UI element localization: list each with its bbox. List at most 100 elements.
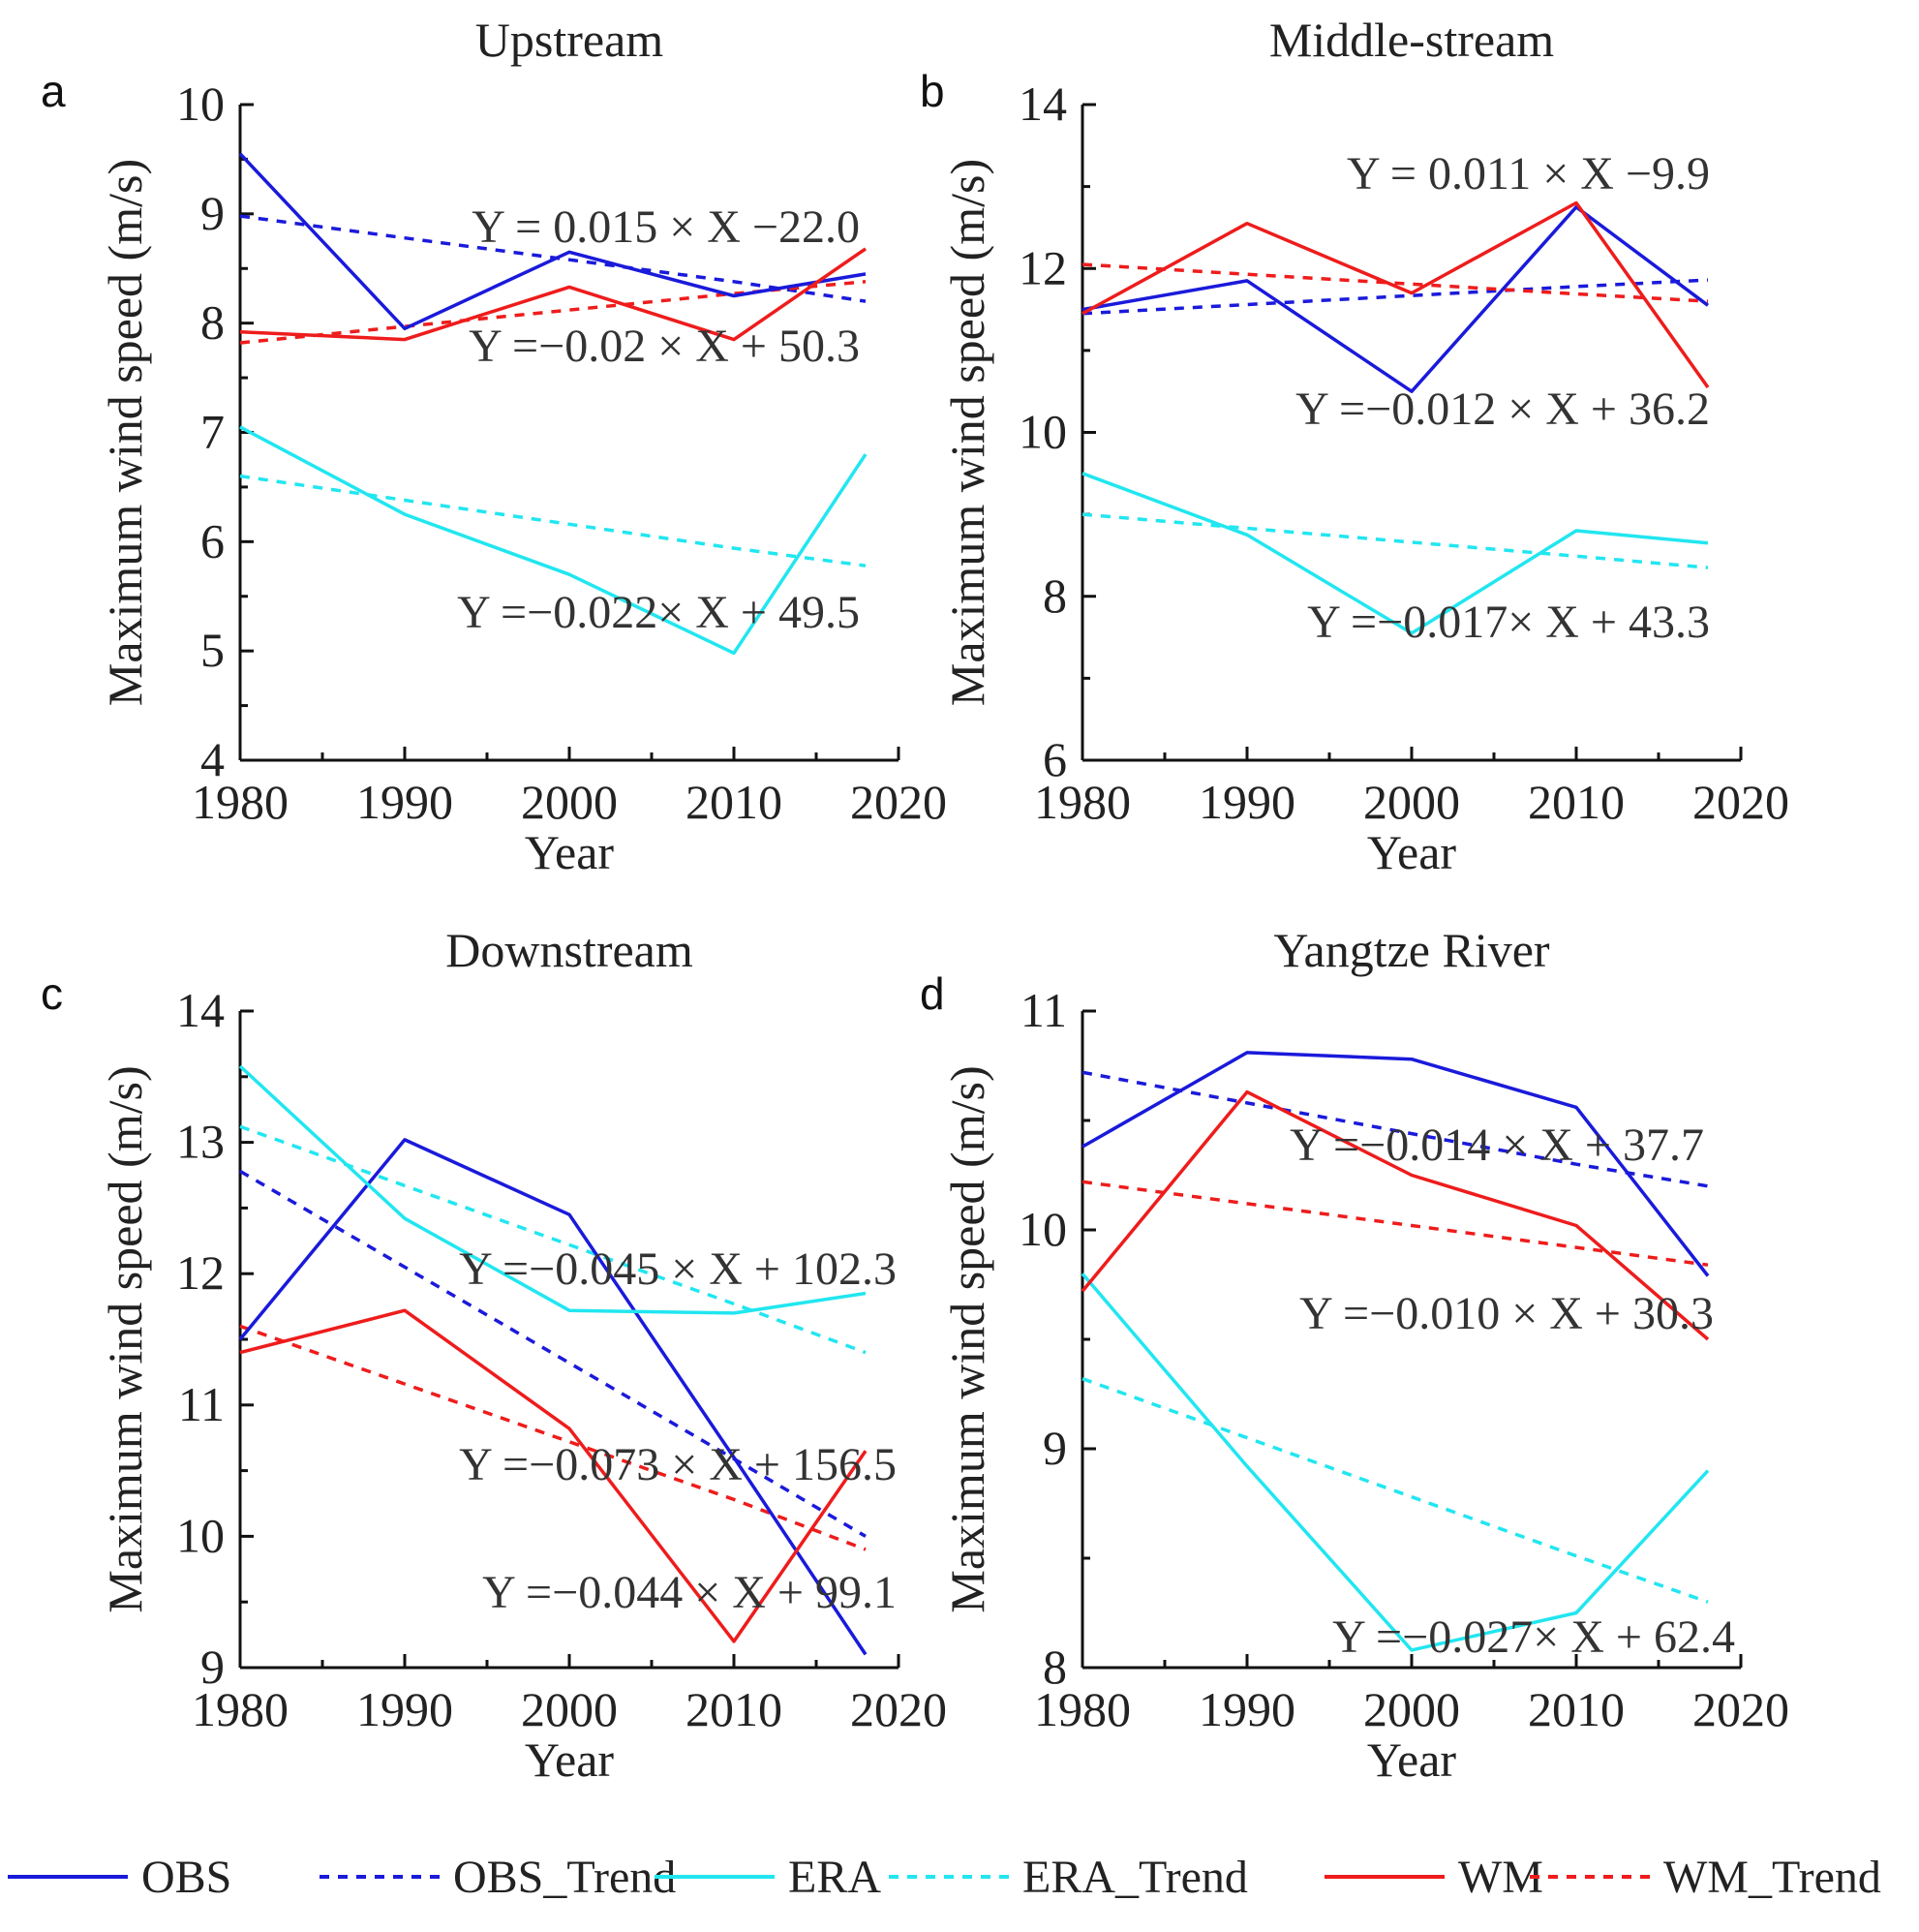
trend-equation: Y =−0.073 × X + 156.5: [459, 1439, 897, 1490]
panel-letter: d: [920, 968, 945, 1019]
series-line-obs-trend: [1081, 278, 1709, 316]
x-tick-label: 1990: [1199, 775, 1295, 829]
x-tick-label: 2000: [521, 1682, 618, 1736]
panel-title: Middle-stream: [1269, 13, 1554, 67]
y-tick-label: 10: [176, 1508, 225, 1562]
x-tick-label: 2010: [1528, 1682, 1625, 1736]
x-tick-label: 2000: [1363, 775, 1460, 829]
x-tick-label: 1980: [1034, 775, 1131, 829]
panel-letter: c: [41, 968, 63, 1019]
y-tick-label: 9: [200, 186, 225, 240]
trend-equation: Y =−0.044 × X + 99.1: [482, 1567, 897, 1618]
panel-letter: a: [41, 66, 66, 116]
trend-equation: Y =−0.027× X + 62.4: [1332, 1611, 1735, 1663]
x-tick-label: 1990: [356, 775, 453, 829]
y-axis-label: Maximum wind speed (m/s): [98, 159, 152, 706]
panel-title: Downstream: [445, 923, 693, 977]
y-tick-label: 4: [200, 732, 225, 786]
series-line-wm-trend: [239, 1324, 867, 1551]
y-tick-label: 9: [200, 1640, 225, 1694]
panel-title: Yangtze River: [1273, 923, 1550, 977]
series-line-wm-trend: [1081, 1180, 1709, 1267]
y-tick-label: 14: [176, 983, 225, 1037]
y-tick-label: 10: [1019, 1202, 1067, 1256]
y-axis-label: Maximum wind speed (m/s): [940, 1065, 994, 1612]
series-line-wm: [1081, 1089, 1710, 1341]
series-line-era-trend: [239, 1124, 867, 1355]
y-tick-label: 12: [1019, 240, 1067, 294]
y-tick-label: 6: [1043, 732, 1067, 786]
x-tick-label: 2000: [1363, 1682, 1460, 1736]
trend-equation: Y = 0.015 × X −22.0: [472, 201, 860, 253]
x-tick-label: 2020: [1692, 775, 1789, 829]
y-tick-label: 6: [200, 513, 225, 567]
x-axis-label: Year: [1367, 825, 1456, 879]
legend-label-era: ERA: [788, 1852, 881, 1903]
trend-equation: Y =−0.014 × X + 37.7: [1290, 1119, 1704, 1171]
y-tick-label: 10: [176, 77, 225, 131]
y-tick-label: 8: [1043, 568, 1067, 623]
x-tick-label: 1990: [356, 1682, 453, 1736]
y-tick-label: 10: [1019, 405, 1067, 459]
series-line-era: [1081, 1273, 1710, 1652]
panel-letter: b: [920, 66, 945, 116]
x-axis-label: Year: [1367, 1733, 1456, 1787]
legend: OBS OBS_Trend ERA ERA_Trend WM WM_Trend: [8, 1852, 1881, 1903]
y-tick-label: 13: [176, 1115, 225, 1169]
x-axis-label: Year: [525, 1733, 614, 1787]
trend-equation: Y = 0.011 × X −9.9: [1347, 148, 1710, 199]
series-line-obs-trend: [1081, 1070, 1709, 1188]
panel-title: Upstream: [475, 13, 663, 67]
x-tick-label: 2000: [521, 775, 618, 829]
legend-label-obs: OBS: [141, 1852, 231, 1903]
series-line-obs: [238, 1138, 868, 1656]
y-tick-label: 11: [1020, 983, 1067, 1037]
series-line-era: [238, 1064, 867, 1315]
trend-equation: Y =−0.012 × X + 36.2: [1295, 383, 1710, 435]
y-tick-label: 11: [178, 1377, 225, 1431]
series-line-wm: [239, 1308, 868, 1643]
series-line-obs: [1081, 1051, 1710, 1277]
x-axis-label: Year: [525, 825, 614, 879]
series-line-wm: [239, 247, 867, 342]
series-line-era-trend: [1081, 512, 1709, 569]
series-line-era: [1081, 472, 1709, 635]
trend-equation: Y =−0.02 × X + 50.3: [469, 321, 860, 372]
x-tick-label: 1990: [1199, 1682, 1295, 1736]
x-tick-label: 2020: [850, 775, 947, 829]
trend-equation: Y =−0.022× X + 49.5: [457, 587, 860, 638]
y-tick-label: 9: [1043, 1421, 1067, 1475]
trend-equation: Y =−0.045 × X + 102.3: [459, 1243, 897, 1295]
panel-b: Middle-stream b 1980 1990 2000 2010 2020 6 8 10 12…: [920, 13, 1789, 879]
panel-d: Yangtze River d 1980 1990 2000 2010 2020 8 9 10 11…: [920, 923, 1789, 1787]
x-tick-label: 1980: [192, 1682, 289, 1736]
panel-c: Downstream c 1980 1990 2000 2010 2020 9 10 11 12 13…: [41, 923, 947, 1787]
y-axis-label: Maximum wind speed (m/s): [940, 159, 994, 706]
x-tick-label: 2010: [685, 775, 782, 829]
x-tick-label: 1980: [1034, 1682, 1131, 1736]
series-line-era: [239, 425, 868, 656]
series-line-era-trend: [239, 474, 867, 567]
x-tick-label: 2010: [1528, 775, 1625, 829]
y-tick-label: 7: [200, 405, 225, 459]
series-line-obs: [1081, 205, 1710, 393]
y-axis-label: Maximum wind speed (m/s): [98, 1065, 152, 1612]
series-line-wm-trend: [1081, 262, 1709, 303]
x-tick-label: 2020: [850, 1682, 947, 1736]
x-tick-label: 2020: [1692, 1682, 1789, 1736]
series-line-era-trend: [1081, 1377, 1709, 1604]
y-tick-label: 5: [200, 623, 225, 677]
legend-label-wm-trend: WM_Trend: [1663, 1852, 1881, 1903]
legend-label-obs-trend: OBS_Trend: [453, 1852, 676, 1903]
y-tick-label: 12: [176, 1245, 225, 1300]
y-tick-label: 8: [200, 295, 225, 350]
x-tick-label: 2010: [685, 1682, 782, 1736]
y-tick-label: 8: [1043, 1640, 1067, 1694]
legend-label-wm: WM: [1458, 1852, 1543, 1903]
x-tick-label: 1980: [192, 775, 289, 829]
trend-equation: Y =−0.010 × X + 30.3: [1299, 1288, 1714, 1339]
panel-a: Upstream a 1980 1990 2000 2010 2020 4 5 6 7 8 9 10 Yea…: [41, 13, 947, 879]
y-tick-label: 14: [1019, 77, 1067, 131]
legend-label-era-trend: ERA_Trend: [1022, 1852, 1248, 1903]
